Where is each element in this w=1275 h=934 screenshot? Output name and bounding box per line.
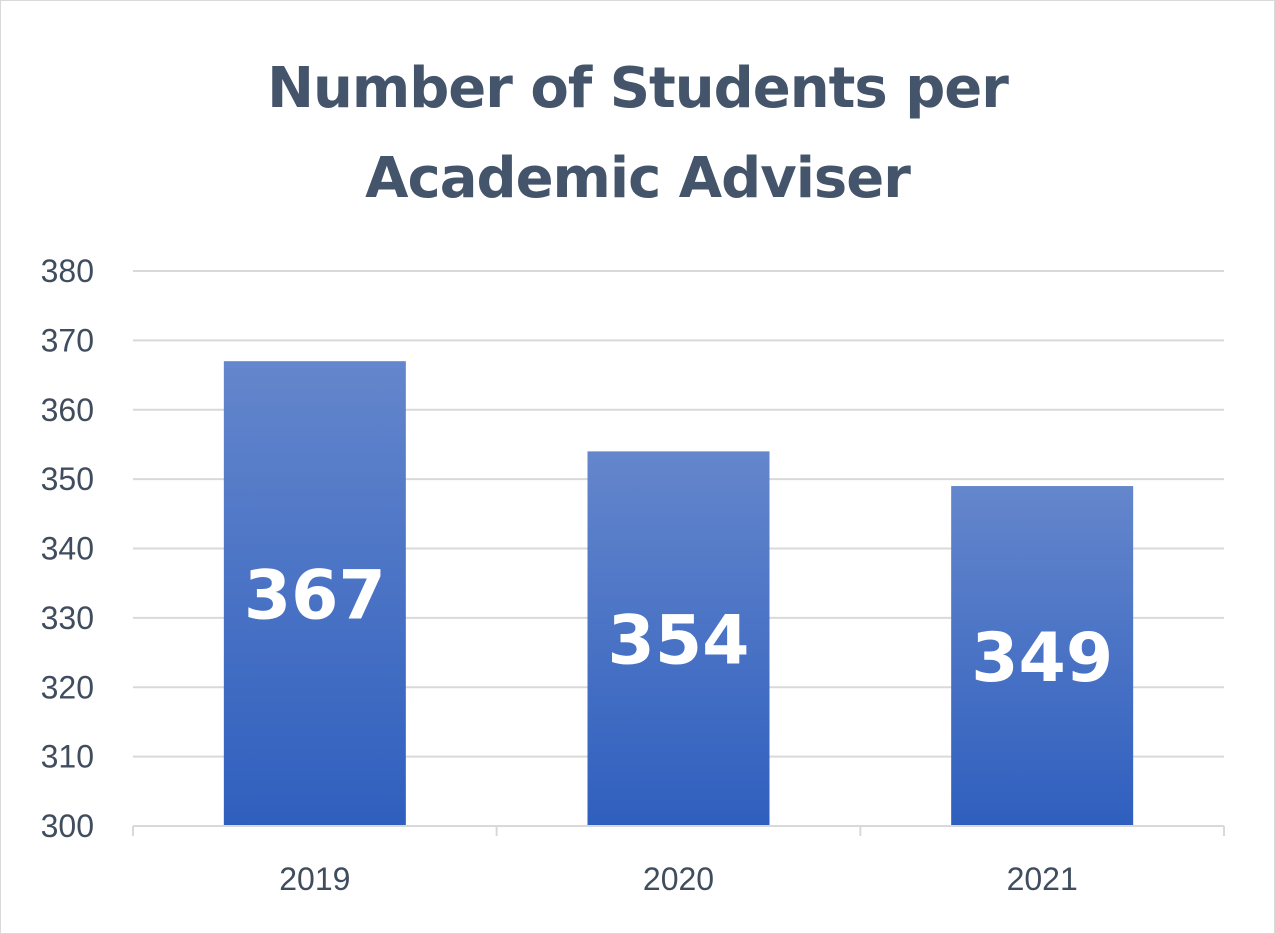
data-labels: 367 354 349 [244,557,1113,698]
data-label: 354 [608,602,750,681]
y-tick-label: 320 [41,669,94,705]
data-label: 349 [971,619,1113,698]
chart-title-line-1: Number of Students per [267,56,1009,121]
y-tick-label: 310 [41,739,94,775]
y-tick-label: 360 [41,392,94,428]
y-tick-label: 370 [41,322,94,358]
x-axis-ticks: 2019 2020 2021 [279,861,1078,897]
bar-2020 [587,451,770,826]
chart-title: Number of Students per Academic Adviser [0,44,1275,224]
bar-2021 [951,486,1134,826]
y-tick-label: 350 [41,461,94,497]
bar-2019 [223,361,406,826]
x-tick-label: 2020 [643,861,714,897]
y-axis-ticks: 300 310 320 330 340 350 360 370 380 [41,253,94,844]
y-tick-label: 300 [41,808,94,844]
y-tick-label: 330 [41,600,94,636]
x-axis [132,825,1225,836]
chart-title-line-2: Academic Adviser [365,146,911,211]
x-tick-label: 2021 [1007,861,1078,897]
y-tick-label: 380 [41,253,94,289]
y-tick-label: 340 [41,531,94,567]
bars [223,361,1134,826]
x-tick-label: 2019 [279,861,350,897]
data-label: 367 [244,557,386,636]
